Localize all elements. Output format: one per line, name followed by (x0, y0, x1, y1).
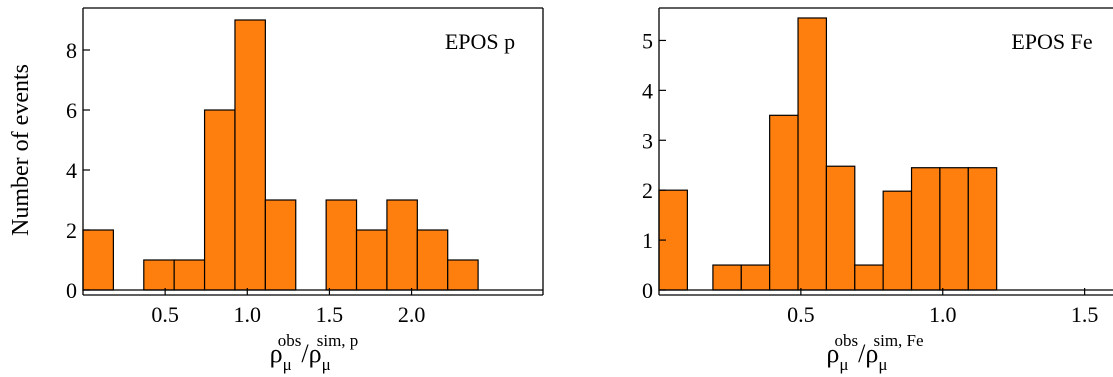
histogram-bar (967, 167, 998, 291)
y-tick-label: 0 (66, 278, 77, 303)
y-tick-label: 8 (66, 38, 77, 63)
x-axis-label-part: sim, Fe (874, 331, 924, 350)
x-tick-label: 1.5 (1071, 302, 1099, 327)
y-tick-label: 2 (642, 178, 653, 203)
x-axis-label: ρμobs/ρμsim, p (270, 331, 359, 374)
y-tick-label: 4 (642, 78, 653, 103)
y-tick-label: 4 (66, 158, 77, 183)
x-axis-label-part: / (858, 339, 866, 368)
histogram-bar (355, 229, 388, 291)
x-axis-label-part: obs (835, 331, 859, 350)
x-axis-label-part: μ (839, 355, 848, 374)
x-axis-label-part: μ (322, 355, 331, 374)
x-axis-label-part: obs (278, 331, 302, 350)
histogram-bar (769, 114, 799, 291)
y-tick-label: 0 (642, 278, 653, 303)
x-axis-label: ρμobs/ρμsim, Fe (826, 331, 923, 374)
panel-label: EPOS p (445, 29, 515, 54)
histogram-bar (203, 109, 236, 291)
histogram-bar (264, 199, 297, 291)
x-axis-label-part: ρ (826, 339, 839, 368)
histogram-bar (82, 229, 114, 291)
panel-label: EPOS Fe (1011, 29, 1092, 54)
histogram-bar (939, 167, 969, 291)
x-axis-label-part: sim, p (317, 331, 359, 350)
histogram-bar (740, 264, 771, 291)
histogram-bar (416, 229, 449, 291)
x-tick-label: 0.5 (787, 302, 815, 327)
histogram-bar (143, 259, 175, 291)
y-tick-label: 5 (642, 28, 653, 53)
histogram-bar (910, 167, 941, 291)
y-tick-label: 3 (642, 128, 653, 153)
histogram-bar (882, 190, 913, 291)
x-axis-label-part: ρ (309, 339, 322, 368)
y-tick-label: 6 (66, 98, 77, 123)
x-axis-label-part: μ (283, 355, 292, 374)
x-tick-label: 1.5 (316, 302, 344, 327)
x-tick-label: 2.0 (398, 302, 426, 327)
histogram-bar (712, 264, 742, 291)
histogram-bar (447, 259, 479, 291)
x-axis-label-part: ρ (270, 339, 283, 368)
histogram-bar (854, 264, 884, 291)
x-tick-label: 1.0 (234, 302, 262, 327)
histogram-bar (234, 19, 266, 291)
histogram-bar (797, 17, 828, 291)
histogram-bar (386, 199, 418, 291)
y-tick-label: 1 (642, 228, 653, 253)
x-axis-label-part: ρ (865, 339, 878, 368)
x-tick-label: 1.0 (929, 302, 957, 327)
y-tick-label: 2 (66, 218, 77, 243)
x-tick-label: 0.5 (151, 302, 179, 327)
histogram-bar (325, 199, 358, 291)
y-axis-label: Number of events (8, 64, 34, 236)
x-axis-label-part: / (301, 339, 309, 368)
histogram-bar (825, 165, 856, 291)
x-axis-label-part: μ (878, 355, 887, 374)
histogram-bar (173, 259, 206, 291)
